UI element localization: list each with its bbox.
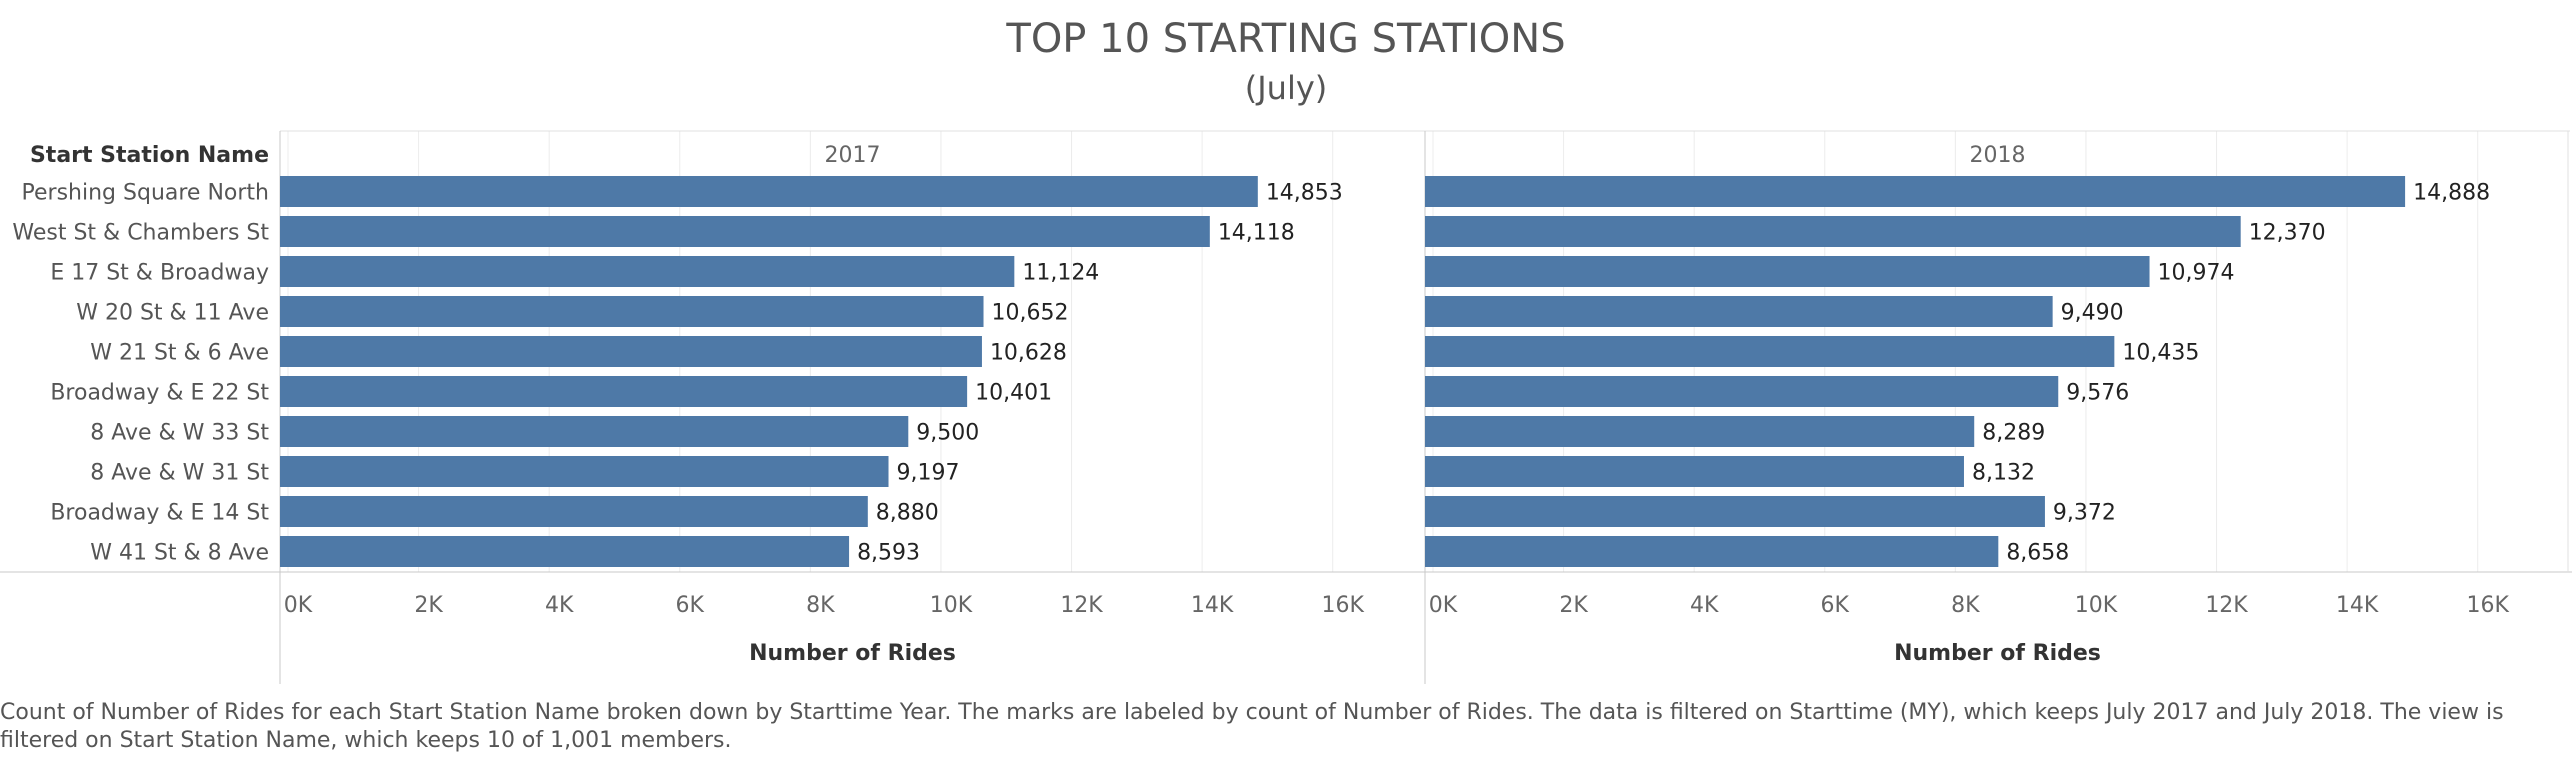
value-label-2018: 8,658 <box>2006 541 2069 566</box>
station-label: 8 Ave & W 31 St <box>90 461 269 486</box>
x-tick-label: 14K <box>1191 593 1234 618</box>
value-label-2018: 8,289 <box>1982 421 2045 446</box>
station-label: W 41 St & 8 Ave <box>90 541 269 566</box>
bar-2017 <box>280 376 968 407</box>
x-tick-label: 8K <box>806 593 835 618</box>
value-label-2017: 8,593 <box>857 541 920 566</box>
row-header-title: Start Station Name <box>30 143 269 168</box>
x-tick-label: 16K <box>2466 593 2509 618</box>
x-axis-title: Number of Rides <box>749 641 956 666</box>
value-label-2017: 14,118 <box>1218 221 1295 246</box>
bar-2018 <box>1425 336 2115 367</box>
year-header-2018: 2018 <box>1970 143 2026 168</box>
bar-2018 <box>1425 536 1999 567</box>
station-label: W 21 St & 6 Ave <box>90 341 269 366</box>
value-label-2018: 10,435 <box>2122 341 2199 366</box>
value-label-2018: 12,370 <box>2249 221 2326 246</box>
value-label-2018: 9,372 <box>2053 501 2116 526</box>
x-tick-label: 12K <box>1060 593 1103 618</box>
x-axis-title: Number of Rides <box>1894 641 2101 666</box>
bar-2017 <box>280 256 1015 287</box>
year-header-2017: 2017 <box>825 143 881 168</box>
station-label: 8 Ave & W 33 St <box>90 421 269 446</box>
x-tick-label: 2K <box>1559 593 1588 618</box>
value-label-2018: 8,132 <box>1972 461 2035 486</box>
bar-2017 <box>280 176 1258 207</box>
x-tick-label: 6K <box>676 593 705 618</box>
value-label-2018: 9,490 <box>2061 301 2124 326</box>
bar-2017 <box>280 456 889 487</box>
chart-subtitle: (July) <box>1245 69 1328 107</box>
bar-2017 <box>280 496 868 527</box>
bar-2018 <box>1425 296 2053 327</box>
value-label-2018: 9,576 <box>2066 381 2129 406</box>
value-label-2017: 10,652 <box>992 301 1069 326</box>
x-tick-label: 0K <box>1429 593 1458 618</box>
x-tick-label: 10K <box>2075 593 2118 618</box>
value-label-2017: 10,628 <box>990 341 1067 366</box>
value-label-2017: 11,124 <box>1022 261 1099 286</box>
value-label-2017: 9,197 <box>897 461 960 486</box>
bar-2017 <box>280 296 984 327</box>
station-label: Broadway & E 22 St <box>50 381 269 406</box>
x-tick-label: 10K <box>930 593 973 618</box>
x-tick-label: 16K <box>1321 593 1364 618</box>
station-label: E 17 St & Broadway <box>50 261 269 286</box>
value-label-2018: 10,974 <box>2158 261 2235 286</box>
top-stations-chart: TOP 10 STARTING STATIONS (July) Start St… <box>0 16 2572 684</box>
bar-2018 <box>1425 496 2045 527</box>
bar-2018 <box>1425 176 2406 207</box>
x-tick-label: 4K <box>545 593 574 618</box>
bar-2018 <box>1425 416 1975 447</box>
value-label-2018: 14,888 <box>2413 181 2490 206</box>
bar-2017 <box>280 336 982 367</box>
x-tick-label: 6K <box>1821 593 1850 618</box>
value-label-2017: 8,880 <box>876 501 939 526</box>
x-tick-label: 12K <box>2205 593 2248 618</box>
x-tick-label: 4K <box>1690 593 1719 618</box>
value-label-2017: 9,500 <box>916 421 979 446</box>
station-label: Pershing Square North <box>22 181 269 206</box>
station-label: West St & Chambers St <box>12 221 269 246</box>
chart-title: TOP 10 STARTING STATIONS <box>1005 16 1565 62</box>
value-label-2017: 10,401 <box>975 381 1052 406</box>
bar-2018 <box>1425 256 2150 287</box>
value-label-2017: 14,853 <box>1266 181 1343 206</box>
bar-2018 <box>1425 456 1964 487</box>
bar-2017 <box>280 416 909 447</box>
bar-2018 <box>1425 216 2241 247</box>
x-tick-label: 8K <box>1951 593 1980 618</box>
chart-caption: Count of Number of Rides for each Start … <box>0 700 2504 753</box>
bar-2017 <box>280 536 850 567</box>
bar-2018 <box>1425 376 2059 407</box>
x-tick-label: 2K <box>414 593 443 618</box>
x-tick-label: 14K <box>2336 593 2379 618</box>
station-label: Broadway & E 14 St <box>50 501 269 526</box>
bar-2017 <box>280 216 1210 247</box>
station-label: W 20 St & 11 Ave <box>76 301 269 326</box>
x-tick-label: 0K <box>284 593 313 618</box>
